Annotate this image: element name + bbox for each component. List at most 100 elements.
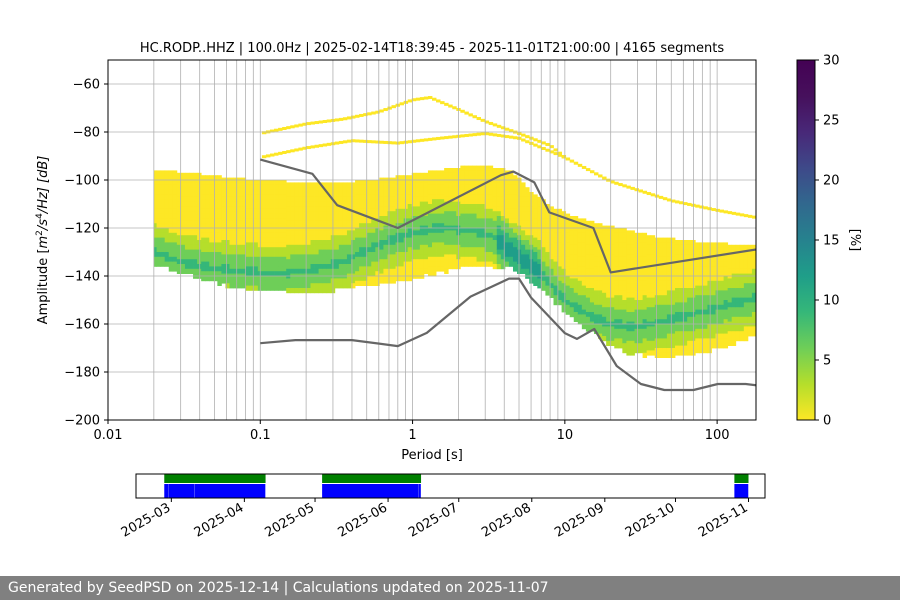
- density-cell: [193, 240, 198, 246]
- density-cell: [249, 232, 255, 238]
- density-cell: [213, 232, 218, 238]
- density-cell: [476, 175, 481, 181]
- density-cell: [322, 283, 328, 289]
- density-cell: [581, 314, 587, 320]
- density-cell: [646, 283, 652, 289]
- density-cell: [598, 309, 603, 315]
- density-cell: [476, 261, 481, 267]
- density-cell: [399, 204, 405, 210]
- density-cell: [662, 237, 668, 243]
- y-ticks: −200−180−160−140−120−100−80−60: [64, 78, 108, 429]
- density-cell: [472, 252, 477, 258]
- density-cell: [654, 324, 660, 330]
- density-cell: [180, 230, 186, 236]
- density-cell: [225, 201, 230, 207]
- density-cell: [278, 218, 283, 224]
- density-cell: [399, 237, 405, 243]
- density-cell: [703, 348, 708, 354]
- density-cell: [249, 237, 255, 243]
- density-cell: [577, 223, 583, 229]
- density-cell: [265, 242, 271, 248]
- density-cell: [500, 254, 506, 260]
- density-cell: [180, 192, 186, 198]
- density-cell: [189, 216, 194, 222]
- density-cell: [654, 348, 660, 354]
- density-cell: [189, 249, 194, 255]
- density-cell: [480, 247, 486, 253]
- density-cell: [460, 189, 465, 195]
- density-cell: [646, 350, 652, 356]
- density-cell: [391, 264, 396, 270]
- density-cell: [322, 206, 328, 212]
- density-cell-upper-envelope: [351, 115, 356, 119]
- density-cell: [630, 264, 635, 270]
- density-cell: [440, 175, 445, 181]
- density-cell: [569, 268, 575, 274]
- density-cell: [598, 276, 603, 282]
- density-cell: [278, 280, 283, 286]
- density-cell: [363, 218, 368, 224]
- density-cell: [407, 213, 413, 219]
- density-cell: [172, 175, 178, 181]
- density-cell: [193, 220, 198, 226]
- density-cell: [549, 278, 554, 284]
- density-cell: [699, 324, 704, 330]
- density-cell: [747, 244, 753, 250]
- density-cell-upper-envelope-2: [541, 147, 546, 151]
- density-cell: [160, 189, 166, 195]
- density-cell: [355, 271, 360, 277]
- density-cell: [274, 280, 279, 286]
- density-cell: [577, 280, 583, 286]
- density-cell: [573, 312, 579, 318]
- density-cell: [695, 300, 700, 306]
- density-cell: [492, 220, 498, 226]
- density-cell: [679, 340, 684, 346]
- density-cell-upper-envelope: [504, 127, 510, 131]
- density-cell: [715, 295, 720, 301]
- density-cell: [367, 223, 372, 229]
- density-cell: [342, 240, 348, 246]
- density-cell: [419, 254, 425, 260]
- density-cell: [180, 249, 186, 255]
- density-cell: [294, 244, 299, 250]
- density-cell: [229, 201, 234, 207]
- density-cell: [602, 292, 607, 298]
- density-cell: [723, 261, 729, 267]
- density-cell: [723, 300, 729, 306]
- density-cell: [411, 172, 417, 178]
- density-cell: [359, 189, 364, 195]
- density-cell-upper-envelope-2: [484, 132, 490, 136]
- density-cell: [427, 175, 433, 181]
- density-cell: [614, 333, 619, 339]
- density-cell: [460, 213, 465, 219]
- density-cell: [521, 187, 526, 193]
- density-cell: [334, 244, 340, 250]
- density-cell: [585, 307, 591, 313]
- density-cell: [460, 208, 465, 214]
- density-cell: [622, 256, 627, 262]
- density-cell: [160, 237, 166, 243]
- density-cell: [294, 259, 299, 265]
- density-cell: [553, 290, 558, 296]
- density-cell: [743, 336, 749, 342]
- density-cell: [488, 232, 494, 238]
- density-cell: [346, 249, 352, 255]
- density-cell-upper-envelope: [318, 120, 324, 124]
- density-cell: [670, 352, 676, 358]
- density-cell: [553, 280, 558, 286]
- density-cell: [375, 276, 380, 282]
- density-cell: [440, 242, 445, 248]
- density-cell: [213, 228, 218, 234]
- density-cell: [411, 220, 417, 226]
- density-cell: [581, 309, 587, 315]
- density-cell: [338, 220, 344, 226]
- density-cell: [670, 247, 676, 253]
- density-cell-upper-envelope: [468, 113, 473, 117]
- density-cell: [286, 268, 291, 274]
- density-cell: [318, 187, 324, 193]
- density-cell: [253, 204, 259, 210]
- density-cell: [683, 254, 688, 260]
- density-cell: [521, 254, 526, 260]
- density-cell: [237, 240, 243, 246]
- density-cell: [472, 232, 477, 238]
